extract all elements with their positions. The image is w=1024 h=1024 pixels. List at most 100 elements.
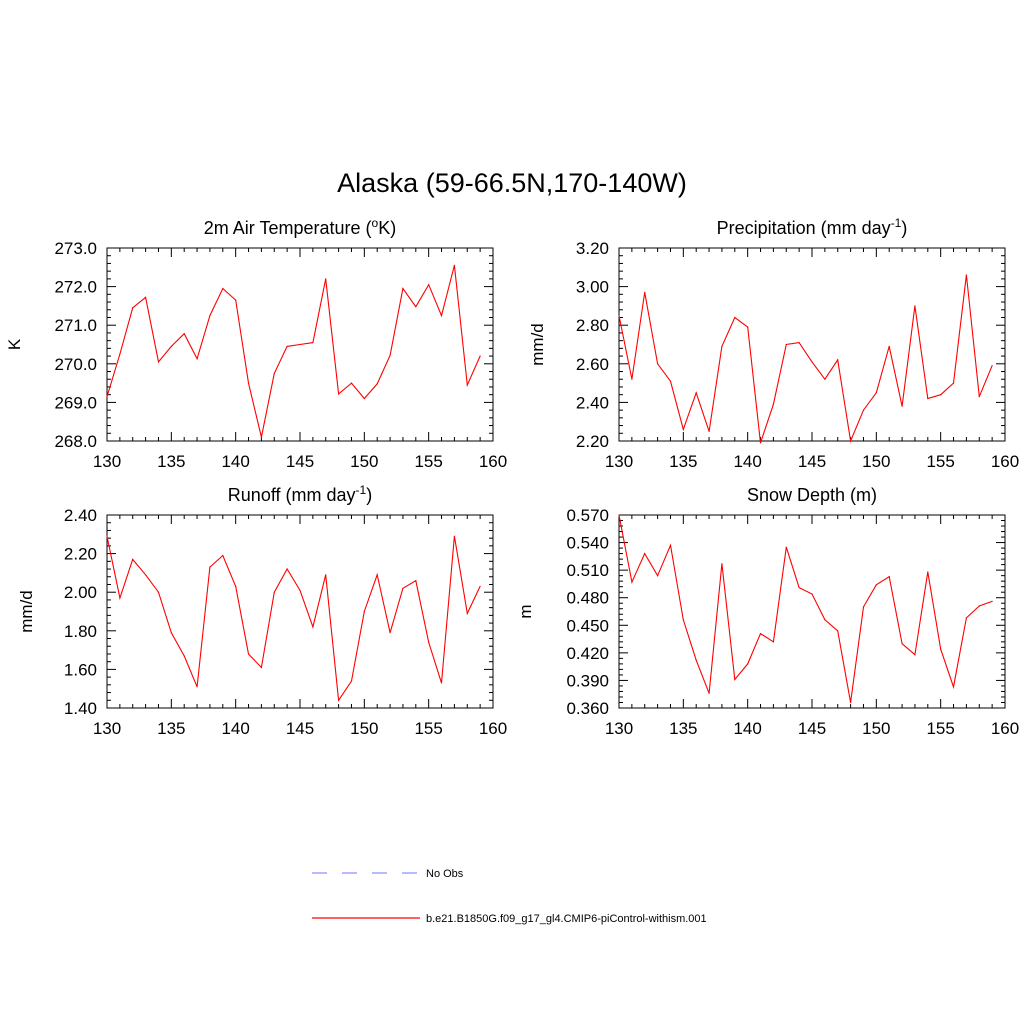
charts-runoff-data-point [415, 580, 417, 582]
charts-snow-data-point [657, 575, 659, 577]
charts-precip-data-point [708, 430, 710, 432]
charts-precip-xtick-label: 150 [862, 452, 890, 471]
charts-runoff-xtick-label: 155 [414, 719, 442, 738]
charts-precip-xtick-label: 130 [605, 452, 633, 471]
charts-runoff-ytick-label: 2.20 [64, 545, 97, 564]
charts-precip-data-point [811, 361, 813, 363]
charts-precip-data-point [721, 345, 723, 347]
charts-snow-data-point [914, 654, 916, 656]
charts-snow-data-point [798, 587, 800, 589]
charts-temp-ytick-label: 271.0 [54, 316, 97, 335]
charts-runoff-data-point [312, 626, 314, 628]
charts-runoff-data-point [286, 568, 288, 570]
charts-temp-data-point [119, 353, 121, 355]
charts-temp-xtick-label: 135 [157, 452, 185, 471]
charts-snow-data-point [940, 648, 942, 650]
charts-snow-data-point [772, 641, 775, 643]
charts-snow-ytick-label: 0.450 [566, 616, 609, 635]
figure-title: Alaska (59-66.5N,170-140W) [337, 168, 687, 198]
charts-temp-data-point [132, 307, 134, 309]
charts-snow-data-point [837, 630, 839, 632]
charts-runoff-data-point [402, 587, 404, 589]
charts-precip-data-point [657, 363, 659, 365]
charts-runoff-data-point [363, 610, 365, 613]
charts-snow-series-line-0 [618, 514, 993, 703]
charts-runoff-data-point [119, 597, 121, 599]
charts-precip-data-point [965, 274, 968, 276]
charts-snow-title: Snow Depth (m) [747, 485, 877, 505]
charts-temp-data-point [325, 278, 327, 280]
charts-runoff-xtick-label: 160 [479, 719, 507, 738]
charts-runoff-data-point [389, 632, 391, 634]
charts-snow-data-point [759, 633, 762, 635]
charts-snow-data-point [888, 576, 890, 578]
charts-runoff-data-point [260, 666, 262, 669]
charts-snow-data-point [682, 619, 684, 621]
charts-precip-xtick-label: 160 [991, 452, 1019, 471]
charts-precip-data-point [824, 378, 826, 380]
charts-precip-series-line-0 [618, 274, 993, 444]
charts-snow-data-point [850, 701, 852, 704]
charts-precip-title-superscript: -1 [891, 216, 902, 230]
charts-runoff-xtick-label: 135 [157, 719, 185, 738]
charts-runoff-data-point [453, 535, 455, 537]
charts-precip-data-point [759, 442, 762, 444]
charts-temp-data-point [170, 345, 172, 347]
charts-runoff-xtick-label: 130 [93, 719, 121, 738]
charts-runoff-title-main: Runoff (mm day [228, 485, 356, 505]
charts-snow-ytick-label: 0.570 [566, 506, 609, 525]
charts-runoff-data-point [273, 591, 275, 593]
charts-snow-ytick-label: 0.420 [566, 644, 609, 663]
charts-precip-ytick-label: 2.20 [576, 432, 609, 451]
charts-temp-data-point [145, 296, 147, 298]
charts-temp-xtick-label: 155 [414, 452, 442, 471]
charts-precip-data-point [631, 378, 633, 380]
charts-precip-data-point [862, 409, 865, 411]
charts-precip-data-point [798, 342, 800, 344]
charts-snow-data-point [991, 600, 993, 603]
charts-precip-xtick-label: 155 [926, 452, 954, 471]
charts-temp-title-tail: K) [378, 218, 396, 238]
charts-snow-xtick-label: 160 [991, 719, 1019, 738]
charts-runoff-ylabel: mm/d [17, 590, 36, 633]
charts-runoff-xtick-label: 150 [350, 719, 378, 738]
charts-runoff-data-point [376, 574, 378, 576]
charts-precip-data-point [682, 428, 684, 430]
charts-runoff-xtick-label: 140 [221, 719, 249, 738]
charts-precip-data-point [669, 380, 672, 382]
charts-temp-ytick-label: 268.0 [54, 432, 97, 451]
charts-runoff-title-superscript: -1 [356, 483, 367, 497]
charts-temp-data-point [273, 372, 275, 374]
legend-label-no-obs: No Obs [426, 868, 464, 880]
charts-snow-plot-frame [618, 514, 1006, 709]
charts-temp-data-point [247, 382, 250, 384]
charts-temp-xtick-label: 130 [93, 452, 121, 471]
charts-snow-data-point [862, 606, 865, 608]
charts-precip-data-point [888, 345, 890, 347]
charts-precip-title-main: Precipitation (mm day [717, 218, 891, 238]
charts-precip-data-point [747, 326, 749, 328]
charts-snow-ylabel: m [516, 604, 535, 618]
charts-temp-xtick-label: 160 [479, 452, 507, 471]
charts-snow-xtick-label: 150 [862, 719, 890, 738]
charts-temp-data-point [209, 315, 211, 317]
charts-runoff-data-point [183, 655, 185, 657]
charts-runoff-data-point [132, 558, 134, 561]
charts-runoff-panel: 130 135 140 145 150 155 160 1.40 1.60 1.80 2.00 2.2… [17, 483, 507, 738]
charts-precip-data-point [695, 392, 697, 394]
charts-snow-data-point [875, 584, 877, 586]
charts-temp-title: 2m Air Temperature (oK) [204, 216, 396, 238]
charts-temp-data-point [363, 397, 365, 400]
charts-snow-data-point [952, 686, 955, 688]
charts-snow-ytick-label: 0.360 [566, 699, 609, 718]
charts-temp-data-point [299, 343, 301, 346]
charts-snow-data-point [644, 553, 646, 555]
charts-snow-data-point [978, 605, 980, 607]
charts-runoff-data-point [170, 632, 172, 634]
charts-snow-data-point [708, 692, 710, 694]
charts-snow-data-point [618, 514, 620, 516]
charts-precip-ylabel: mm/d [528, 323, 547, 366]
charts-snow-ytick-label: 0.540 [566, 534, 609, 553]
charts-runoff-data-point [428, 641, 430, 644]
